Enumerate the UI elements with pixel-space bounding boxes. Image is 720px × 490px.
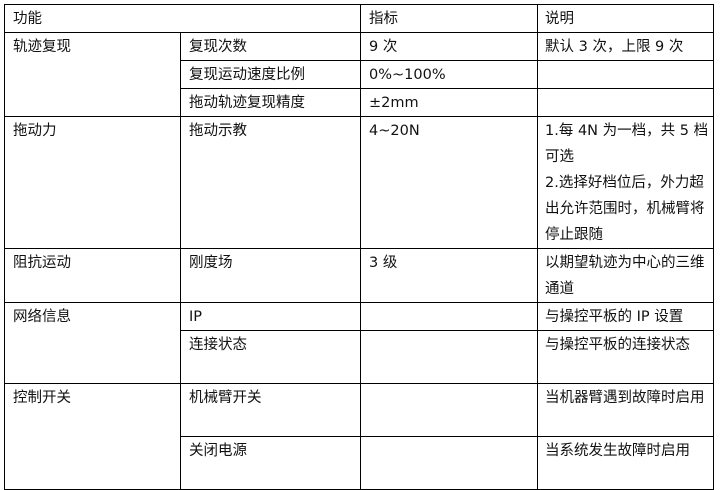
table-row: 拖动轨迹复现精度 ±2mm <box>5 88 714 117</box>
indicator-cell <box>360 436 538 490</box>
description-cell <box>537 88 714 117</box>
description-cell: 以期望轨迹为中心的三维通道 <box>537 248 714 303</box>
group-name: 阻抗运动 <box>4 248 181 303</box>
item-cell: 复现运动速度比例 <box>180 60 361 89</box>
item-cell: 连接状态 <box>180 330 361 384</box>
item-cell: 拖动轨迹复现精度 <box>180 88 361 117</box>
header-description: 说明 <box>537 4 714 33</box>
item-cell: 关闭电源 <box>180 436 361 490</box>
item-cell: 刚度场 <box>180 248 361 303</box>
item-cell: 机械臂开关 <box>180 383 361 437</box>
description-cell: 当机器臂遇到故障时启用 <box>537 383 714 437</box>
group-name: 轨迹复现 <box>4 32 181 117</box>
group-name: 网络信息 <box>4 302 181 384</box>
group-name: 拖动力 <box>4 116 181 249</box>
indicator-cell: 0%~100% <box>360 60 538 89</box>
description-cell <box>537 60 714 89</box>
description-cell: 默认 3 次，上限 9 次 <box>537 32 714 61</box>
header-row: 功能 指标 说明 <box>4 4 714 33</box>
table-row: 网络信息 IP 与操控平板的 IP 设置 <box>4 302 714 384</box>
description-cell: 当系统发生故障时启用 <box>537 436 714 490</box>
description-cell: 与操控平板的连接状态 <box>537 330 714 384</box>
indicator-cell: ±2mm <box>360 88 538 117</box>
indicator-cell <box>360 330 538 384</box>
indicator-cell <box>360 302 538 331</box>
description-cell: 1.每 4N 为一档，共 5 档可选 2.选择好档位后，外力超出允许范围时，机械… <box>537 116 714 249</box>
table-row: 轨迹复现 复现次数 9 次 默认 3 次，上限 9 次 <box>4 32 714 117</box>
table-row: 拖动力 拖动示教 4~20N 1.每 4N 为一档，共 5 档可选 2.选择好档… <box>4 116 714 249</box>
indicator-cell: 3 级 <box>360 248 538 303</box>
spec-table: 功能 指标 说明 轨迹复现 复现次数 9 次 默认 3 次，上限 9 次 复现运… <box>4 4 714 490</box>
table-row: 阻抗运动 刚度场 3 级 以期望轨迹为中心的三维通道 <box>4 248 714 303</box>
indicator-cell: 4~20N <box>360 116 538 249</box>
table-row: 连接状态 与操控平板的连接状态 <box>5 330 714 384</box>
group-name: 控制开关 <box>4 383 181 490</box>
description-line: 2.选择好档位后，外力超出允许范围时，机械臂将停止跟随 <box>545 175 705 243</box>
item-cell: 拖动示教 <box>180 116 361 249</box>
table-row: 复现运动速度比例 0%~100% <box>5 60 714 89</box>
table-row: 控制开关 机械臂开关 当机器臂遇到故障时启用 <box>4 383 714 490</box>
item-cell: IP <box>180 302 361 331</box>
header-function: 功能 <box>4 4 361 33</box>
indicator-cell: 9 次 <box>360 32 538 61</box>
description-line: 1.每 4N 为一档，共 5 档可选 <box>545 123 709 165</box>
item-cell: 复现次数 <box>180 32 361 61</box>
description-cell: 与操控平板的 IP 设置 <box>537 302 714 331</box>
header-indicator: 指标 <box>360 4 538 33</box>
indicator-cell <box>360 383 538 437</box>
